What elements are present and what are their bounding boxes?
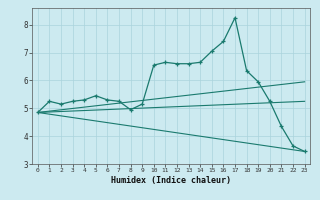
X-axis label: Humidex (Indice chaleur): Humidex (Indice chaleur) bbox=[111, 176, 231, 185]
